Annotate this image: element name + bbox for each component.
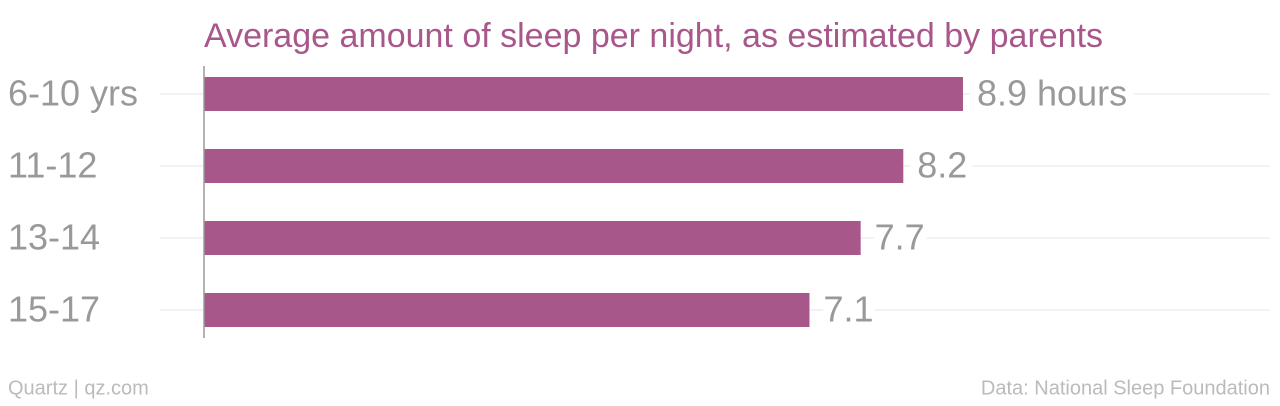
category-label: 15-17 [8,289,100,330]
bar [204,149,904,183]
category-label: 11-12 [8,145,97,186]
value-label: 8.9 hours [977,73,1127,114]
category-label: 6-10 yrs [8,73,138,114]
bar [204,77,963,111]
chart-title: Average amount of sleep per night, as es… [204,17,1103,55]
value-label: 8.2 [917,145,967,186]
source: Data: National Sleep Foundation [981,377,1270,399]
credit: Quartz | qz.com [8,377,149,399]
bar [204,293,810,327]
value-label: 7.1 [823,289,873,330]
value-label: 7.7 [875,217,925,258]
category-label: 13-14 [8,217,100,258]
bar [204,221,861,255]
